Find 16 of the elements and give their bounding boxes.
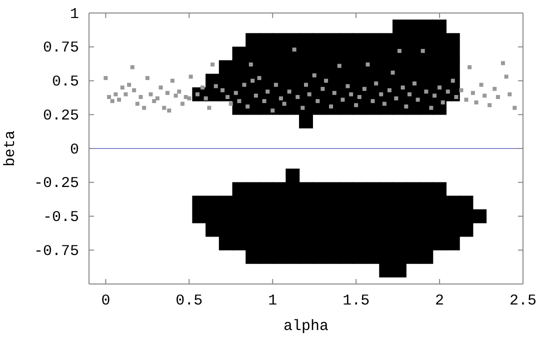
- x-tick-label: 0: [101, 292, 110, 310]
- y-tick-label: 0.25: [42, 107, 79, 124]
- y-tick-label: -0.5: [42, 209, 79, 226]
- x-tick-label: 2.5: [509, 292, 537, 310]
- y-tick-label: 0.75: [42, 40, 79, 57]
- y-tick-label: 0: [70, 141, 79, 158]
- y-tick-label: 1: [70, 6, 79, 23]
- x-tick-label: 0.5: [176, 292, 203, 310]
- x-axis-title: alpha: [283, 318, 329, 335]
- x-tick-label: 2: [435, 292, 444, 310]
- x-tick-label: 1.5: [342, 292, 370, 310]
- y-tick-label: -0.75: [34, 242, 79, 260]
- y-tick-label: 0.5: [52, 74, 79, 91]
- x-tick-label: 1: [268, 292, 278, 310]
- y-tick-label: -0.25: [34, 175, 79, 192]
- y-axis-title: beta: [2, 130, 19, 167]
